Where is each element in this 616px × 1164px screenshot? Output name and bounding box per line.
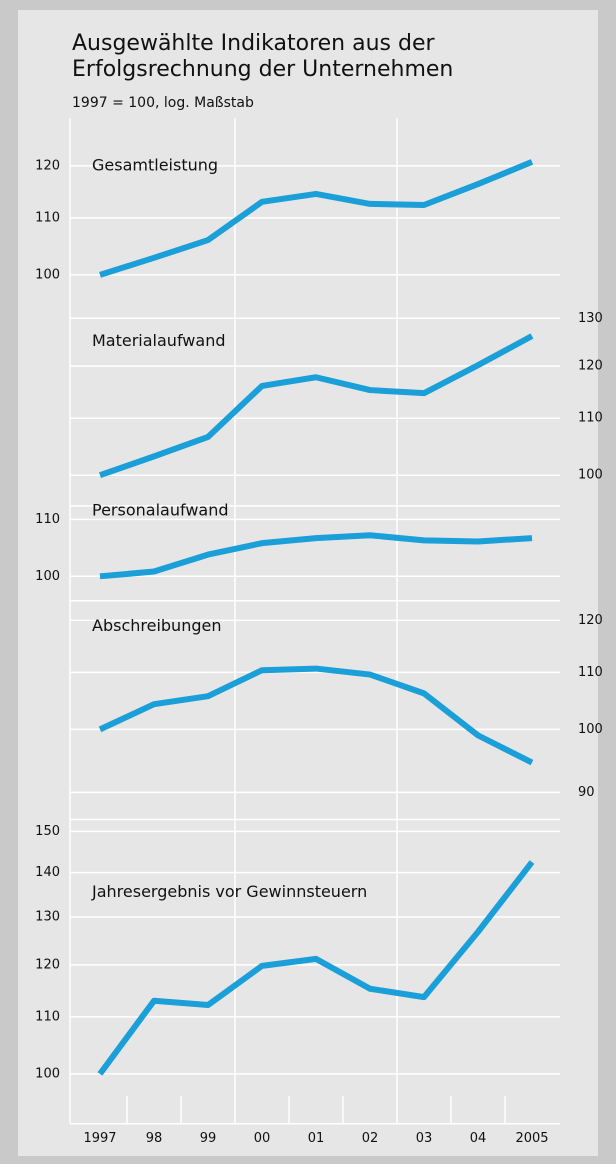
- y-tick-label: 110: [35, 512, 60, 527]
- x-tick-label: 1997: [83, 1131, 116, 1146]
- x-tick-label: 00: [254, 1131, 271, 1146]
- x-tick-label: 01: [308, 1131, 325, 1146]
- y-tick-label: 100: [35, 1066, 60, 1081]
- y-tick-label: 90: [578, 785, 595, 800]
- y-tick-label: 140: [35, 865, 60, 880]
- card: [18, 10, 598, 1156]
- x-tick-label: 99: [200, 1131, 217, 1146]
- chart-subtitle: 1997 = 100, log. Maßstab: [72, 95, 254, 111]
- y-tick-label: 110: [35, 1009, 60, 1024]
- y-tick-label: 100: [35, 569, 60, 584]
- y-tick-label: 120: [578, 613, 603, 628]
- series-label: Abschreibungen: [92, 616, 221, 635]
- series-line: [98, 665, 534, 766]
- x-tick-label: 02: [362, 1131, 379, 1146]
- y-tick-label: 130: [578, 311, 603, 326]
- x-tick-label: 04: [470, 1131, 487, 1146]
- series-label: Jahresergebnis vor Gewinnsteuern: [91, 882, 367, 901]
- chart-title-line: Erfolgsrechnung der Unternehmen: [72, 57, 453, 82]
- y-tick-label: 130: [35, 909, 60, 924]
- series-line: [99, 333, 534, 479]
- y-tick-label: 110: [578, 665, 603, 680]
- series-line: [99, 532, 533, 580]
- y-tick-label: 100: [35, 267, 60, 282]
- y-tick-label: 150: [35, 824, 60, 839]
- series-label: Personalaufwand: [92, 500, 229, 519]
- y-tick-label: 120: [35, 957, 60, 972]
- series-label: Materialaufwand: [92, 331, 225, 350]
- x-tick-label: 98: [146, 1131, 163, 1146]
- x-tick-label: 03: [416, 1131, 433, 1146]
- y-tick-label: 100: [578, 468, 603, 483]
- series-label: Gesamtleistung: [92, 156, 218, 175]
- y-tick-label: 100: [578, 722, 603, 737]
- y-tick-label: 120: [35, 158, 60, 173]
- y-tick-label: 120: [578, 359, 603, 374]
- x-tick-label: 2005: [515, 1131, 548, 1146]
- series-line: [97, 860, 535, 1076]
- y-tick-label: 110: [35, 210, 60, 225]
- y-tick-label: 110: [578, 411, 603, 426]
- series-line: [99, 159, 534, 278]
- chart-title-line: Ausgewählte Indikatoren aus der: [72, 31, 435, 56]
